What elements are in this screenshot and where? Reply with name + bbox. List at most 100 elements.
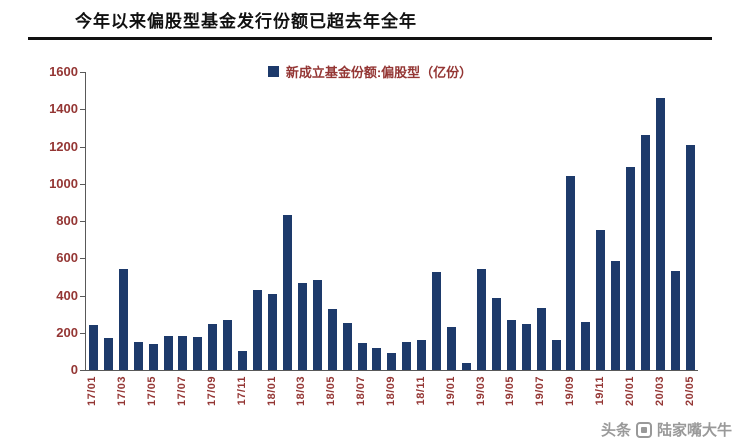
watermark-platform: 头条 <box>600 422 631 439</box>
y-axis-label: 200 <box>56 324 78 340</box>
y-axis-label: 0 <box>70 362 78 377</box>
bar-slot <box>534 72 549 370</box>
bar <box>655 98 665 370</box>
bar <box>133 342 143 370</box>
y-axis-tick <box>80 258 85 260</box>
bar <box>253 289 263 370</box>
bar <box>685 144 695 370</box>
bar-slot <box>429 72 444 370</box>
x-axis-label: 17/01 <box>86 376 99 407</box>
bar-slot <box>190 72 205 370</box>
watermark-account: 陆家嘴大牛 <box>656 422 732 439</box>
bar <box>327 308 337 370</box>
bar-slot <box>578 72 593 370</box>
bar-slot <box>295 72 310 370</box>
bar-slot <box>623 72 638 370</box>
x-axis-label: 19/01 <box>444 376 457 407</box>
bar <box>297 283 307 370</box>
x-axis-label: 17/05 <box>146 376 159 407</box>
bar <box>387 353 397 370</box>
legend-swatch-icon <box>267 66 279 77</box>
bar-slot <box>638 72 653 370</box>
bar <box>491 298 501 370</box>
bar <box>611 261 621 370</box>
bar-slot <box>414 72 429 370</box>
bar <box>357 343 367 370</box>
x-axis-label: 19/07 <box>534 376 547 407</box>
bar <box>148 343 158 370</box>
bar <box>402 342 412 370</box>
y-axis-tick <box>80 72 85 73</box>
y-axis-tick <box>80 146 85 148</box>
bar <box>268 293 278 370</box>
y-axis-tick <box>80 109 85 111</box>
x-axis-label: 19/05 <box>504 376 517 407</box>
chart-legend: 新成立基金份额:偏股型（亿份） <box>0 62 740 81</box>
bar <box>103 338 113 370</box>
y-axis-label: 1200 <box>49 138 78 154</box>
bar-slot <box>474 72 489 370</box>
bar-slot <box>101 72 116 370</box>
bar <box>551 340 561 370</box>
y-axis-tick <box>80 183 85 185</box>
y-axis-tick <box>80 221 85 222</box>
bar <box>88 325 98 370</box>
chart-title: 今年以来偏股型基金发行份额已超去年全年 <box>75 12 417 31</box>
bar <box>566 176 576 370</box>
bar <box>581 321 591 370</box>
plot-area <box>85 72 698 371</box>
bar-slot <box>399 72 414 370</box>
bar <box>641 135 651 370</box>
bar-slot <box>176 72 191 370</box>
bar-slot <box>235 72 250 370</box>
x-axis-label: 18/09 <box>385 376 397 407</box>
bar-slot <box>668 72 683 370</box>
y-axis-tick <box>80 295 85 297</box>
bar <box>178 336 188 370</box>
x-axis-label: 18/07 <box>355 376 368 407</box>
bar-slot <box>459 72 474 370</box>
watermark: 头条 陆家嘴大牛 <box>601 419 732 440</box>
bar-slot <box>86 72 101 370</box>
bar <box>506 319 516 370</box>
bar-slot <box>370 72 385 370</box>
x-axis-label: 17/09 <box>205 376 218 407</box>
bar-slot <box>161 72 176 370</box>
bar <box>536 307 546 370</box>
x-axis-label: 20/05 <box>683 376 696 407</box>
bar-slot <box>683 72 698 370</box>
x-axis-label: 19/03 <box>474 376 487 407</box>
bar-slot <box>205 72 220 370</box>
x-axis-label: 18/03 <box>295 376 308 407</box>
bar-slot <box>384 72 399 370</box>
bar <box>626 167 636 370</box>
bar-slot <box>444 72 459 370</box>
bar-slot <box>355 72 370 370</box>
x-axis-label: 17/11 <box>235 376 248 406</box>
bar <box>462 363 471 370</box>
bar-slot <box>325 72 340 370</box>
bar-slot <box>564 72 579 370</box>
bar-slot <box>340 72 355 370</box>
y-axis-label: 1600 <box>49 64 78 79</box>
bar-slot <box>653 72 668 370</box>
y-axis-label: 800 <box>56 213 78 228</box>
bar-slot <box>220 72 235 370</box>
bar <box>312 279 322 370</box>
bar-slot <box>131 72 146 370</box>
bar-slot <box>146 72 161 370</box>
x-axis-label: 18/11 <box>414 376 427 406</box>
y-axis-label: 1000 <box>49 175 78 191</box>
y-axis-tick <box>80 332 85 334</box>
bar-slot <box>265 72 280 370</box>
x-axis-label: 19/09 <box>564 376 577 407</box>
bar-slot <box>608 72 623 370</box>
bar-slot <box>504 72 519 370</box>
bar-slot <box>116 72 131 370</box>
bar-slot <box>593 72 608 370</box>
x-axis-label: 20/01 <box>623 376 636 407</box>
x-axis-label: 17/07 <box>176 376 189 407</box>
bar <box>238 351 248 370</box>
y-axis-tick <box>80 370 85 371</box>
